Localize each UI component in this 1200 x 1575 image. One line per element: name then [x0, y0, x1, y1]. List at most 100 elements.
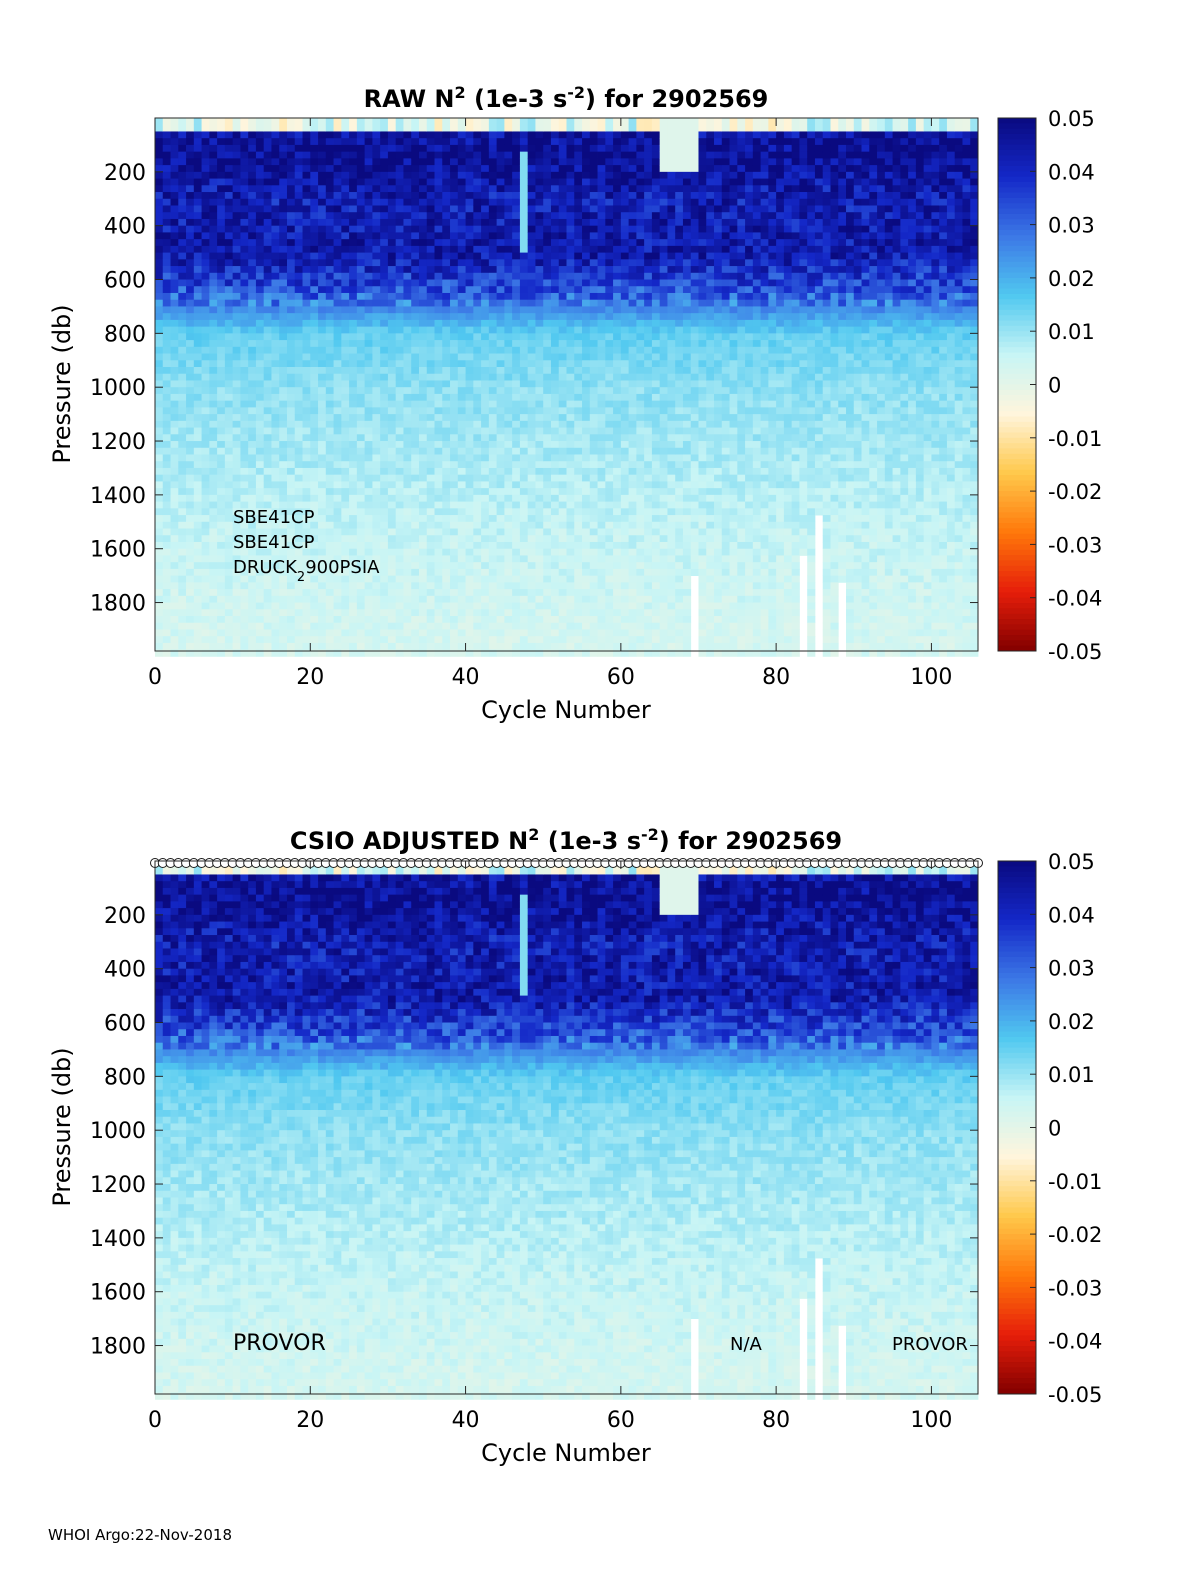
heatmap-cell: [333, 313, 342, 321]
heatmap-cell: [310, 622, 319, 630]
heatmap-cell: [403, 225, 412, 233]
heatmap-cell: [294, 400, 303, 408]
heatmap-cell: [613, 259, 622, 267]
heatmap-cell: [605, 212, 614, 220]
heatmap-cell: [170, 360, 179, 368]
heatmap-cell: [434, 642, 443, 651]
heatmap-cell: [620, 387, 630, 395]
heatmap-cell: [403, 407, 412, 415]
heatmap-cell: [248, 387, 257, 395]
heatmap-cell: [574, 609, 583, 617]
heatmap-cell: [558, 407, 567, 415]
heatmap-cell: [426, 165, 435, 173]
heatmap-cell: [310, 373, 319, 381]
heatmap-cell: [279, 131, 288, 139]
heatmap-cell: [613, 555, 622, 563]
heatmap-cell: [248, 521, 257, 529]
heatmap-cell: [333, 272, 342, 280]
heatmap-cell: [481, 548, 490, 556]
heatmap-cell: [372, 521, 381, 529]
heatmap-cell: [387, 259, 397, 267]
heatmap-cell: [535, 333, 544, 341]
heatmap-cell: [411, 616, 420, 624]
heatmap-cell: [597, 198, 606, 206]
heatmap-cell: [613, 622, 622, 630]
heatmap-cell: [473, 373, 482, 381]
heatmap-cell: [310, 609, 319, 617]
heatmap-cell: [613, 205, 622, 213]
heatmap-cell: [535, 225, 544, 233]
heatmap-cell: [395, 373, 404, 381]
heatmap-cell: [279, 441, 288, 449]
heatmap-cell: [403, 629, 412, 637]
heatmap-cell: [248, 151, 257, 159]
heatmap-cell: [201, 118, 210, 126]
heatmap-cell: [224, 400, 234, 408]
heatmap-cell: [318, 367, 327, 375]
heatmap-cell: [582, 259, 591, 267]
heatmap-cell: [302, 306, 311, 314]
heatmap-cell: [504, 380, 513, 388]
heatmap-cell: [310, 535, 319, 543]
heatmap-cell: [162, 306, 171, 314]
heatmap-cell: [178, 138, 187, 146]
heatmap-cell: [589, 568, 598, 577]
heatmap-cell: [224, 393, 234, 402]
heatmap-cell: [162, 541, 171, 550]
heatmap-cell: [574, 629, 583, 637]
heatmap-cell: [201, 521, 210, 529]
heatmap-cell: [527, 131, 536, 139]
heatmap-cell: [512, 306, 521, 314]
heatmap-cell: [628, 373, 637, 381]
heatmap-cell: [349, 232, 358, 240]
heatmap-cell: [193, 124, 202, 132]
heatmap-cell: [325, 245, 334, 253]
heatmap-cell: [395, 252, 404, 260]
heatmap-cell: [628, 299, 637, 307]
heatmap-cell: [488, 212, 498, 220]
heatmap-cell: [349, 151, 358, 159]
heatmap-cell: [255, 367, 265, 375]
heatmap-cell: [613, 185, 622, 193]
heatmap-cell: [302, 346, 311, 354]
heatmap-cell: [372, 333, 381, 341]
heatmap-cell: [582, 494, 591, 502]
heatmap-cell: [263, 158, 272, 166]
heatmap-cell: [364, 272, 373, 280]
heatmap-cell: [155, 259, 164, 267]
heatmap-cell: [310, 555, 319, 563]
heatmap-cell: [333, 225, 342, 233]
heatmap-cell: [193, 138, 202, 146]
heatmap-cell: [488, 266, 498, 274]
heatmap-cell: [620, 602, 630, 610]
heatmap-cell: [209, 245, 218, 253]
heatmap-cell: [248, 178, 257, 186]
heatmap-cell: [380, 541, 389, 550]
heatmap-cell: [519, 420, 529, 428]
heatmap-cell: [162, 279, 171, 287]
heatmap-cell: [209, 124, 218, 132]
heatmap-cell: [248, 508, 257, 516]
heatmap-cell: [566, 535, 575, 543]
heatmap-cell: [286, 360, 296, 368]
heatmap-cell: [248, 171, 257, 179]
heatmap-cell: [193, 326, 202, 334]
heatmap-cell: [209, 541, 218, 550]
heatmap-cell: [519, 427, 529, 435]
heatmap-cell: [620, 541, 630, 550]
heatmap-cell: [558, 501, 567, 509]
heatmap-cell: [566, 528, 575, 536]
heatmap-cell: [411, 488, 420, 496]
heatmap-cell: [450, 118, 459, 126]
heatmap-cell: [418, 642, 428, 651]
heatmap-cell: [605, 535, 614, 543]
heatmap-cell: [504, 252, 513, 260]
heatmap-cell: [217, 609, 226, 617]
heatmap-cell: [496, 501, 505, 509]
heatmap-cell: [519, 400, 529, 408]
heatmap-cell: [589, 441, 598, 449]
heatmap-cell: [310, 306, 319, 314]
heatmap-cell: [286, 353, 296, 361]
heatmap-cell: [240, 420, 249, 428]
heatmap-cell: [380, 333, 389, 341]
